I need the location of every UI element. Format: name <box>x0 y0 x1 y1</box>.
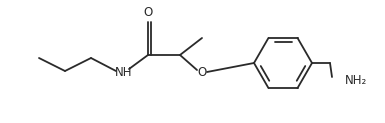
Text: O: O <box>143 6 152 18</box>
Text: NH: NH <box>115 66 133 78</box>
Text: O: O <box>198 66 207 78</box>
Text: NH₂: NH₂ <box>345 75 367 87</box>
